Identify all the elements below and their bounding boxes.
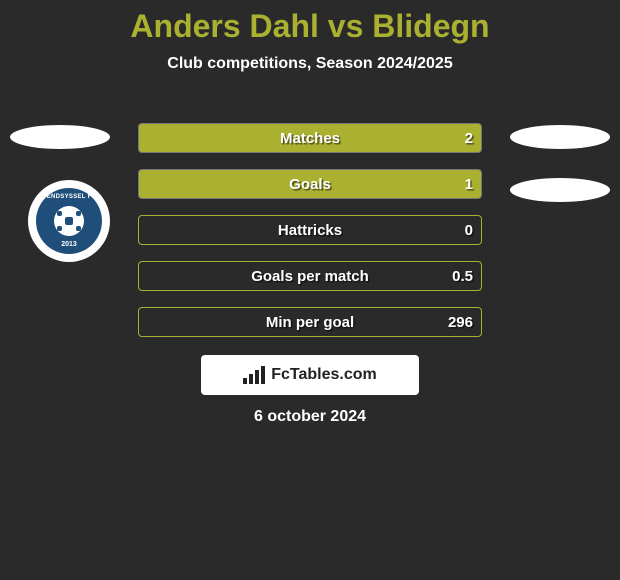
date-text: 6 october 2024: [0, 408, 620, 426]
fctables-logo: FcTables.com: [201, 355, 419, 395]
club-badge: VENDSYSSEL FF 2013: [28, 180, 110, 262]
bars-icon: [243, 366, 265, 384]
stat-bar: Goals per match 0.5: [138, 261, 482, 291]
fctables-text: FcTables.com: [271, 366, 377, 384]
stat-label: Min per goal: [266, 314, 354, 331]
club-badge-inner: VENDSYSSEL FF 2013: [36, 188, 102, 254]
stat-value: 0: [465, 222, 473, 239]
stat-label: Matches: [280, 130, 340, 147]
stat-bar: Matches 2: [138, 123, 482, 153]
badge-year: 2013: [61, 241, 77, 248]
badge-top-text: VENDSYSSEL FF: [42, 194, 95, 200]
subtitle: Club competitions, Season 2024/2025: [0, 55, 620, 73]
stat-value: 2: [465, 130, 473, 147]
stat-value: 0.5: [452, 268, 473, 285]
stat-bar: Goals 1: [138, 169, 482, 199]
stat-label: Goals: [289, 176, 331, 193]
stat-label: Hattricks: [278, 222, 342, 239]
stat-value: 296: [448, 314, 473, 331]
stat-bar: Min per goal 296: [138, 307, 482, 337]
stat-value: 1: [465, 176, 473, 193]
player-slot-left: [10, 125, 110, 149]
player-slot-right-2: [510, 178, 610, 202]
player-slot-right-1: [510, 125, 610, 149]
page-title: Anders Dahl vs Blidegn: [0, 0, 620, 45]
stat-label: Goals per match: [251, 268, 369, 285]
stat-bar: Hattricks 0: [138, 215, 482, 245]
stat-bars: Matches 2 Goals 1 Hattricks 0 Goals per match 0…: [138, 123, 482, 353]
soccer-ball-icon: [54, 206, 84, 236]
